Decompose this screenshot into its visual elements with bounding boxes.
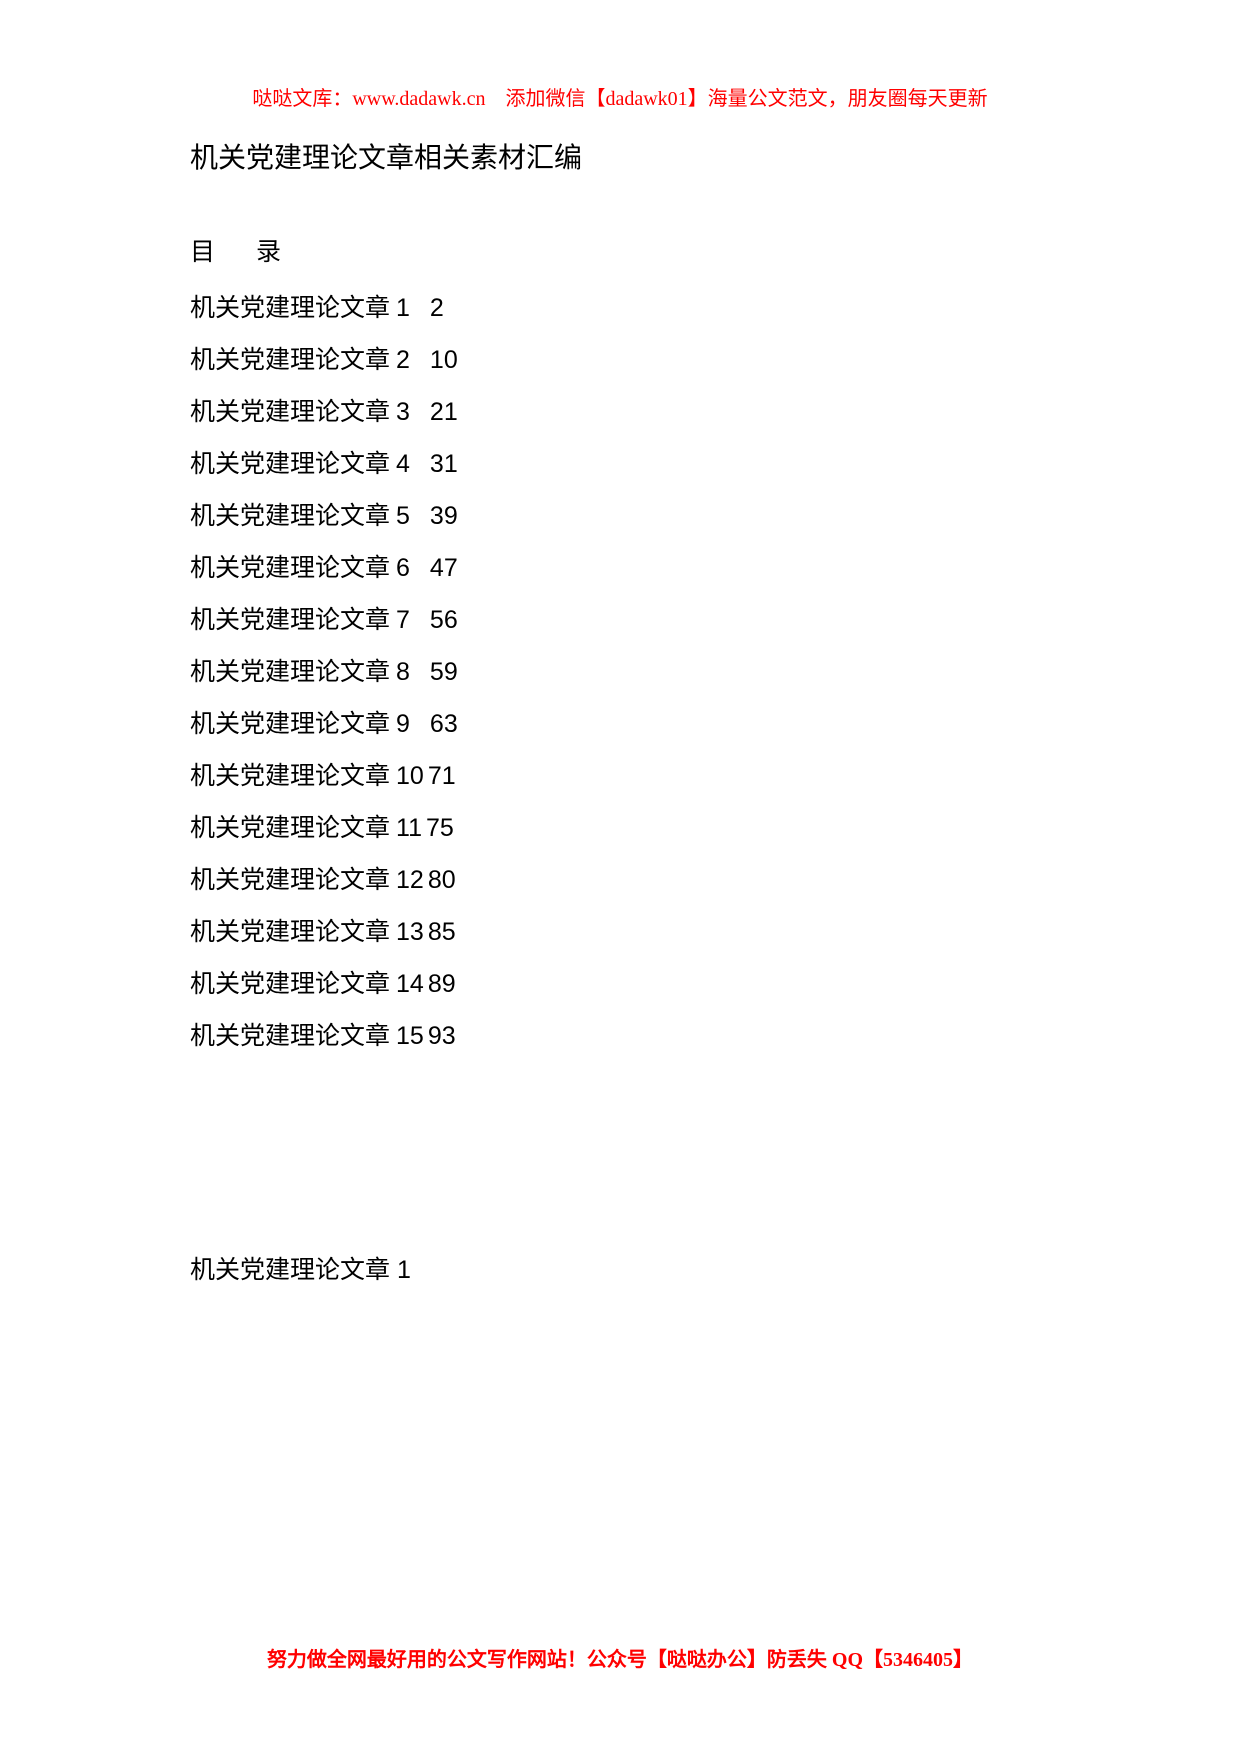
toc-item-number: 3: [396, 386, 410, 438]
toc-item-label: 机关党建理论文章: [190, 334, 390, 386]
toc-item-label: 机关党建理论文章: [190, 542, 390, 594]
toc-item-label: 机关党建理论文章: [190, 698, 390, 750]
toc-item-number: 10: [396, 750, 424, 802]
toc-item-page: 56: [430, 594, 458, 646]
toc-item-page: 59: [430, 646, 458, 698]
toc-item: 机关党建理论文章1071: [190, 750, 458, 802]
toc-item-number: 11: [396, 802, 422, 854]
toc-item-page: 21: [430, 386, 458, 438]
toc-item-page: 93: [428, 1010, 456, 1062]
toc-item-page: 80: [428, 854, 456, 906]
toc-item-number: 8: [396, 646, 410, 698]
toc-item-label: 机关党建理论文章: [190, 958, 390, 1010]
toc-item-page: 47: [430, 542, 458, 594]
toc-item-label: 机关党建理论文章: [190, 490, 390, 542]
toc-item: 机关党建理论文章1280: [190, 854, 458, 906]
toc-item-number: 2: [396, 334, 410, 386]
toc-item-page: 75: [426, 802, 454, 854]
toc-item-number: 6: [396, 542, 410, 594]
toc-list: 机关党建理论文章12机关党建理论文章210机关党建理论文章321机关党建理论文章…: [190, 282, 458, 1062]
toc-item-label: 机关党建理论文章: [190, 594, 390, 646]
toc-item: 机关党建理论文章1593: [190, 1010, 458, 1062]
toc-item-page: 85: [428, 906, 456, 958]
toc-item: 机关党建理论文章2 10: [190, 334, 458, 386]
toc-item-number: 1: [396, 282, 410, 334]
toc-item-number: 13: [396, 906, 424, 958]
section-heading: 机关党建理论文章 1: [190, 1250, 411, 1286]
toc-item: 机关党建理论文章5 39: [190, 490, 458, 542]
toc-item-number: 4: [396, 438, 410, 490]
toc-item: 机关党建理论文章9 63: [190, 698, 458, 750]
toc-item: 机关党建理论文章1175: [190, 802, 458, 854]
toc-item-page: 71: [428, 750, 456, 802]
toc-item: 机关党建理论文章6 47: [190, 542, 458, 594]
toc-item-number: 7: [396, 594, 410, 646]
toc-item: 机关党建理论文章7 56: [190, 594, 458, 646]
toc-item: 机关党建理论文章1489: [190, 958, 458, 1010]
toc-item-number: 5: [396, 490, 410, 542]
toc-item-page: 10: [430, 334, 458, 386]
toc-item-number: 15: [396, 1010, 424, 1062]
toc-item: 机关党建理论文章1385: [190, 906, 458, 958]
toc-item-number: 9: [396, 698, 410, 750]
toc-item-label: 机关党建理论文章: [190, 802, 390, 854]
page-header: 哒哒文库：www.dadawk.cn 添加微信【dadawk01】海量公文范文，…: [0, 82, 1240, 111]
document-title: 机关党建理论文章相关素材汇编: [190, 136, 582, 176]
toc-item-page: 2: [430, 282, 444, 334]
toc-item-label: 机关党建理论文章: [190, 386, 390, 438]
toc-item-label: 机关党建理论文章: [190, 438, 390, 490]
toc-item: 机关党建理论文章8 59: [190, 646, 458, 698]
toc-item: 机关党建理论文章3 21: [190, 386, 458, 438]
toc-item-page: 39: [430, 490, 458, 542]
toc-item-label: 机关党建理论文章: [190, 854, 390, 906]
toc-item-label: 机关党建理论文章: [190, 1010, 390, 1062]
toc-item-page: 89: [428, 958, 456, 1010]
toc-item-page: 31: [430, 438, 458, 490]
page-footer: 努力做全网最好用的公文写作网站！公众号【哒哒办公】防丢失 QQ【5346405】: [0, 1643, 1240, 1672]
toc-item-number: 14: [396, 958, 424, 1010]
toc-item-page: 63: [430, 698, 458, 750]
toc-item-label: 机关党建理论文章: [190, 906, 390, 958]
toc-item: 机关党建理论文章12: [190, 282, 458, 334]
toc-item-number: 12: [396, 854, 424, 906]
toc-item-label: 机关党建理论文章: [190, 750, 390, 802]
toc-item-label: 机关党建理论文章: [190, 646, 390, 698]
toc-item-label: 机关党建理论文章: [190, 282, 390, 334]
toc-item: 机关党建理论文章4 31: [190, 438, 458, 490]
toc-heading: 目 录: [190, 232, 289, 268]
